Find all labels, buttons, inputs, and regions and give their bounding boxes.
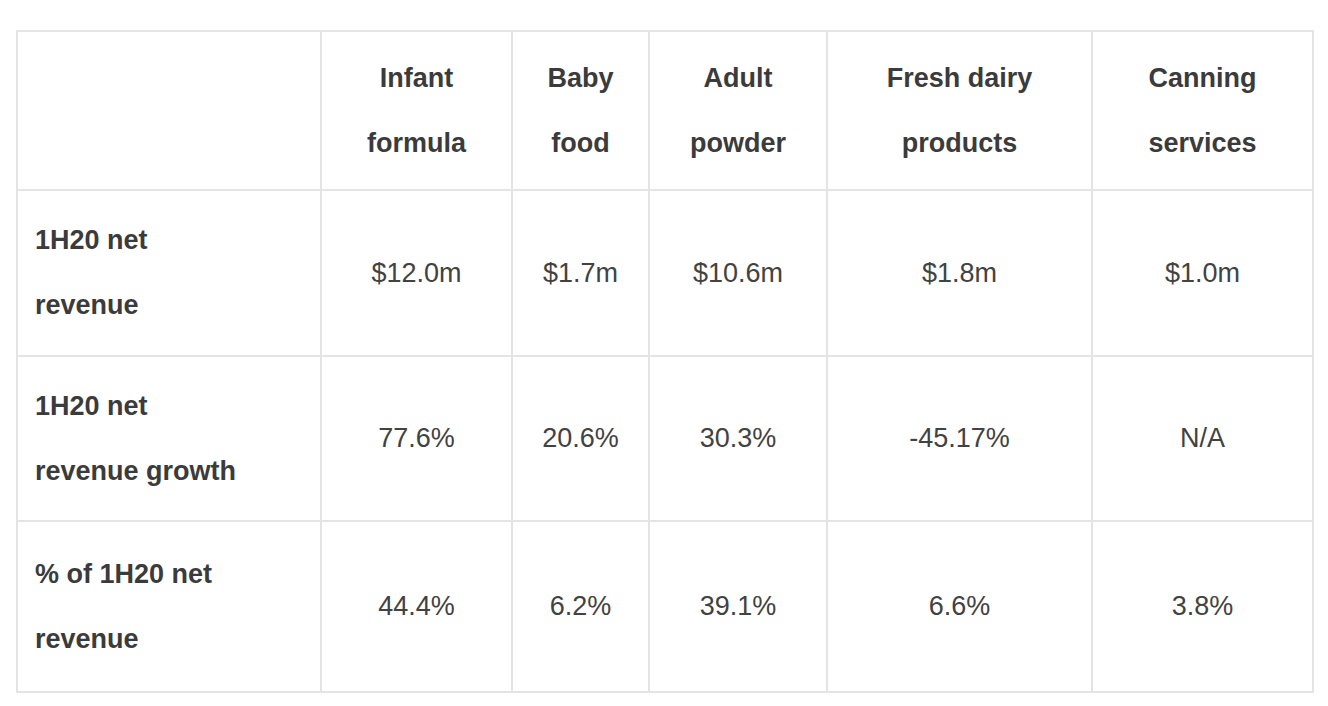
column-header-fresh-dairy-products: Fresh dairy products (827, 31, 1092, 190)
row-label-pct-of-1h20-net-revenue: % of 1H20 net revenue (17, 521, 321, 692)
cell-pct-baby-food: 6.2% (512, 521, 649, 692)
cell-growth-infant-formula: 77.6% (321, 356, 512, 521)
column-header-canning-services: Canning services (1092, 31, 1313, 190)
cell-net-revenue-adult-powder: $10.6m (649, 190, 827, 356)
cell-pct-infant-formula: 44.4% (321, 521, 512, 692)
table-row-1h20-net-revenue-growth: 1H20 net revenue growth 77.6% 20.6% 30.3… (17, 356, 1313, 521)
row-label-1h20-net-revenue-growth: 1H20 net revenue growth (17, 356, 321, 521)
cell-net-revenue-baby-food: $1.7m (512, 190, 649, 356)
segment-revenue-table-container: Infant formula Baby food Adult powder Fr… (16, 30, 1314, 693)
row-label-1h20-net-revenue: 1H20 net revenue (17, 190, 321, 356)
column-header-infant-formula: Infant formula (321, 31, 512, 190)
table-row-1h20-net-revenue: 1H20 net revenue $12.0m $1.7m $10.6m $1.… (17, 190, 1313, 356)
cell-pct-adult-powder: 39.1% (649, 521, 827, 692)
cell-growth-adult-powder: 30.3% (649, 356, 827, 521)
cell-net-revenue-canning: $1.0m (1092, 190, 1313, 356)
table-header-row: Infant formula Baby food Adult powder Fr… (17, 31, 1313, 190)
table-row-pct-of-1h20-net-revenue: % of 1H20 net revenue 44.4% 6.2% 39.1% 6… (17, 521, 1313, 692)
cell-growth-canning: N/A (1092, 356, 1313, 521)
cell-growth-baby-food: 20.6% (512, 356, 649, 521)
column-header-baby-food: Baby food (512, 31, 649, 190)
column-header-adult-powder: Adult powder (649, 31, 827, 190)
cell-pct-canning: 3.8% (1092, 521, 1313, 692)
cell-net-revenue-fresh-dairy: $1.8m (827, 190, 1092, 356)
column-header-blank (17, 31, 321, 190)
cell-net-revenue-infant-formula: $12.0m (321, 190, 512, 356)
cell-growth-fresh-dairy: -45.17% (827, 356, 1092, 521)
segment-revenue-table: Infant formula Baby food Adult powder Fr… (16, 30, 1314, 693)
cell-pct-fresh-dairy: 6.6% (827, 521, 1092, 692)
